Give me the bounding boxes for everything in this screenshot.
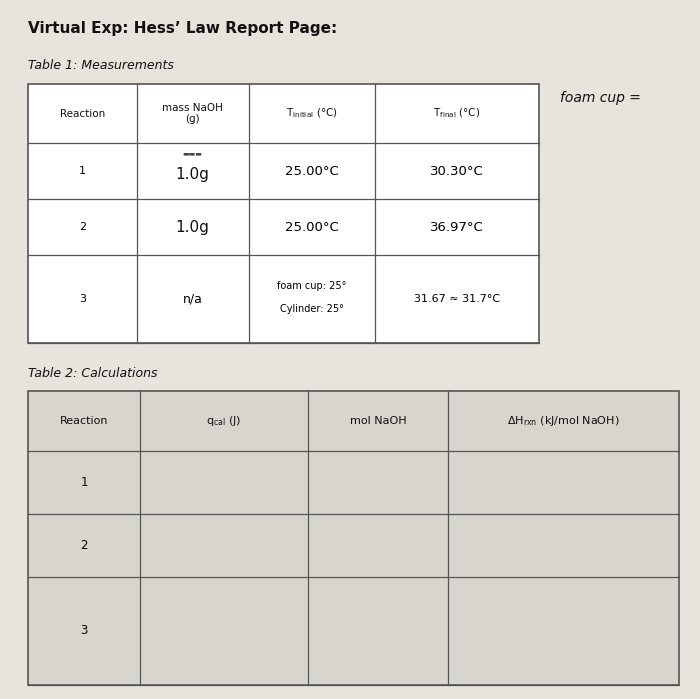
Text: 30.30°C: 30.30°C (430, 165, 484, 178)
Text: 2: 2 (78, 222, 86, 232)
Text: 36.97°C: 36.97°C (430, 221, 484, 233)
Text: Reaction: Reaction (60, 416, 108, 426)
Bar (28, 84, 539, 343)
Text: ΔH$_\mathregular{rxn}$ (kJ/mol NaOH): ΔH$_\mathregular{rxn}$ (kJ/mol NaOH) (508, 414, 620, 428)
Text: mol NaOH: mol NaOH (350, 416, 406, 426)
Text: T$_\mathregular{initial}$ (°C): T$_\mathregular{initial}$ (°C) (286, 107, 337, 120)
Text: T$_\mathregular{final}$ (°C): T$_\mathregular{final}$ (°C) (433, 107, 480, 120)
Text: Table 2: Calculations: Table 2: Calculations (28, 367, 158, 380)
Text: 25.00°C: 25.00°C (285, 165, 338, 178)
Text: foam cup =: foam cup = (560, 91, 641, 105)
Text: mass NaOH
(g): mass NaOH (g) (162, 103, 223, 124)
Text: Virtual Exp: Hess’ Law Report Page:: Virtual Exp: Hess’ Law Report Page: (28, 21, 337, 36)
Text: Cylinder: 25°: Cylinder: 25° (279, 304, 344, 315)
Text: 1.0g: 1.0g (176, 219, 209, 235)
Text: 1.0g: 1.0g (176, 167, 209, 182)
Text: Table 1: Measurements: Table 1: Measurements (28, 59, 174, 73)
Text: Reaction: Reaction (60, 108, 105, 119)
Text: foam cup: 25°: foam cup: 25° (276, 281, 346, 291)
Text: n/a: n/a (183, 292, 202, 305)
Bar (28, 391, 679, 685)
Text: 3: 3 (78, 294, 85, 304)
Text: 25.00°C: 25.00°C (285, 221, 338, 233)
Text: 31.67 ≈ 31.7°C: 31.67 ≈ 31.7°C (414, 294, 500, 304)
Text: 1: 1 (80, 476, 88, 489)
Text: ▬▬▬: ▬▬▬ (183, 151, 202, 157)
Text: q$_\mathregular{cal}$ (J): q$_\mathregular{cal}$ (J) (206, 414, 242, 428)
Text: 3: 3 (80, 624, 88, 637)
Text: 2: 2 (80, 539, 88, 552)
Text: 1: 1 (78, 166, 85, 176)
